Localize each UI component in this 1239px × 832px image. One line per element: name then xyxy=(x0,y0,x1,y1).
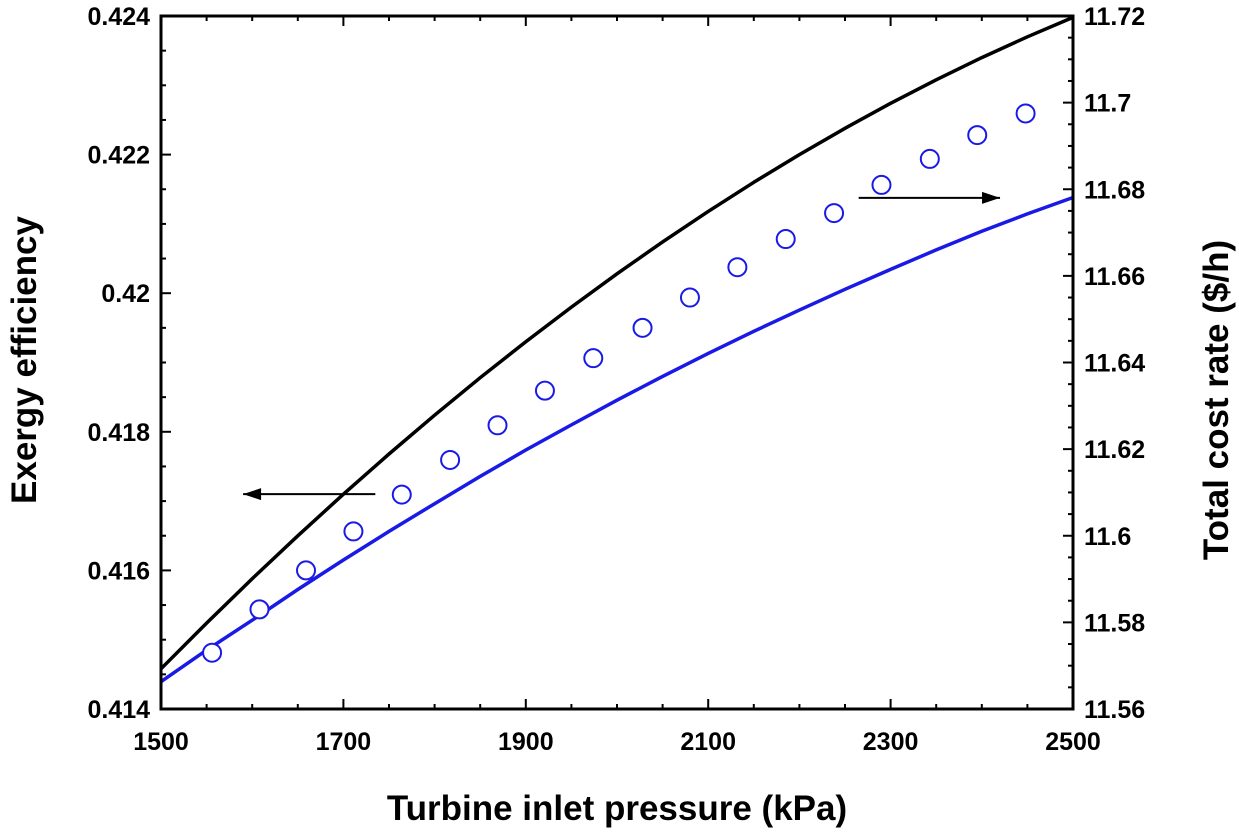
y-right-axis-title: Total cost rate ($/h) xyxy=(1197,240,1236,560)
total-cost-rate-point xyxy=(343,521,364,542)
y-left-axis-title: Exergy efficiency xyxy=(5,216,44,504)
y-right-tick-label: 11.62 xyxy=(1084,436,1145,464)
y-right-tick-label: 11.66 xyxy=(1084,263,1145,291)
tick-labels: 1500 1700 1900 2100 2300 2500 0.414 0.416 0.418 0… xyxy=(87,3,1145,756)
total-cost-rate-point xyxy=(583,348,604,369)
x-tick-label: 1500 xyxy=(133,728,189,756)
y-right-tick-label: 11.7 xyxy=(1084,90,1131,118)
arrow-to-right-axis-head xyxy=(982,191,1001,204)
x-tick-label: 2500 xyxy=(1045,728,1101,756)
total-cost-rate-point xyxy=(632,317,653,338)
exergy-efficiency-line xyxy=(159,15,1074,671)
total-cost-rate-point xyxy=(487,415,508,436)
y-left-tick-label: 0.414 xyxy=(87,696,150,724)
x-tick-label: 1900 xyxy=(498,728,554,756)
axis-ticks xyxy=(160,15,1074,710)
y-left-tick-label: 0.416 xyxy=(87,557,150,585)
y-left-tick-label: 0.418 xyxy=(87,419,150,447)
arrow-to-left-axis-head xyxy=(243,488,262,501)
total-cost-rate-point xyxy=(871,174,892,195)
x-tick-label: 1700 xyxy=(316,728,372,756)
total-cost-rate-point xyxy=(202,642,223,663)
y-left-tick-label: 0.422 xyxy=(87,142,150,170)
annotation-arrows xyxy=(243,191,1001,501)
total-cost-rate-point xyxy=(967,125,988,146)
y-right-tick-label: 11.6 xyxy=(1084,523,1131,551)
total-cost-rate-point xyxy=(919,148,940,169)
y-right-tick-label: 11.64 xyxy=(1084,350,1145,378)
total-cost-rate-point xyxy=(1015,103,1036,124)
y-right-tick-label: 11.58 xyxy=(1084,609,1145,637)
plot-frame xyxy=(159,14,1075,711)
y-right-tick-label: 11.72 xyxy=(1084,3,1145,31)
total-cost-rate-point xyxy=(440,449,461,470)
total-cost-rate-point xyxy=(534,380,555,401)
total-cost-rate-point xyxy=(249,599,270,620)
total-cost-rate-line xyxy=(160,195,1074,684)
y-right-tick-label: 11.56 xyxy=(1084,696,1145,724)
total-cost-rate-point xyxy=(727,257,748,278)
total-cost-rate-point xyxy=(296,560,317,581)
y-left-tick-label: 0.42 xyxy=(101,280,150,308)
total-cost-rate-point xyxy=(775,229,796,250)
x-tick-label: 2300 xyxy=(863,728,919,756)
y-left-tick-label: 0.424 xyxy=(87,3,150,31)
x-tick-label: 2100 xyxy=(680,728,736,756)
y-right-tick-label: 11.68 xyxy=(1084,176,1145,204)
total-cost-rate-point xyxy=(391,484,412,505)
series-layer xyxy=(159,15,1074,684)
total-cost-rate-point xyxy=(824,203,845,224)
total-cost-rate-point xyxy=(679,287,700,308)
x-axis-title: Turbine inlet pressure (kPa) xyxy=(387,789,847,828)
